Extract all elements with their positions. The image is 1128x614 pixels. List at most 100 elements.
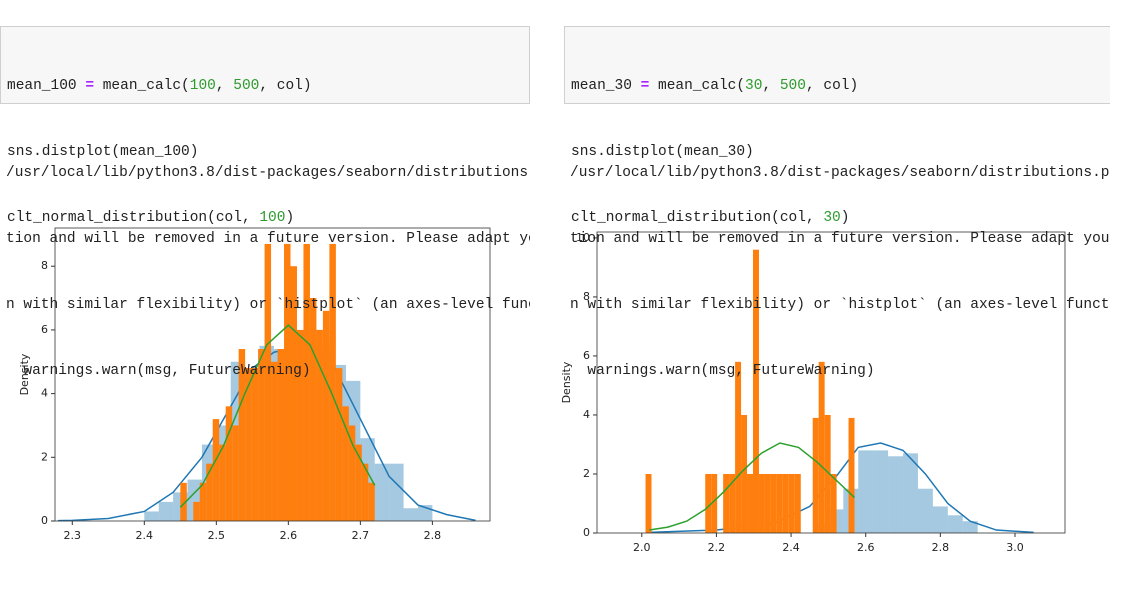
y-tick-label: 0: [41, 514, 48, 527]
histogram-bar: [199, 482, 207, 521]
y-tick-label: 8: [41, 259, 48, 272]
histogram-bar: [741, 414, 748, 533]
code-token: =: [85, 78, 95, 94]
histogram-bar: [705, 473, 712, 533]
histogram-bar: [284, 243, 291, 521]
histogram-bar: [158, 501, 174, 521]
histogram-bar: [788, 473, 795, 533]
y-tick-label: 10: [576, 231, 590, 244]
histogram-bar: [180, 482, 187, 521]
output-line: /usr/local/lib/python3.8/dist-packages/s…: [6, 165, 530, 181]
x-tick-label: 2.4: [136, 529, 154, 542]
histogram-bar: [258, 349, 265, 521]
histogram-bar: [296, 329, 304, 521]
output-line: n with similar flexibility) or `histplot…: [570, 297, 1110, 313]
histogram-bar: [758, 473, 765, 533]
y-tick-label: 6: [583, 349, 590, 362]
histogram-bar: [729, 473, 736, 533]
histogram-bar: [277, 349, 285, 521]
histogram-bar: [723, 473, 730, 533]
code-line: sns.distplot(mean_30): [571, 144, 754, 160]
histogram-bar: [329, 243, 336, 521]
histogram-bar: [711, 473, 718, 533]
x-tick-label: 2.4: [782, 541, 800, 554]
code-token: 30: [823, 210, 841, 226]
x-tick-label: 2.7: [352, 529, 370, 542]
y-tick-label: 0: [583, 526, 590, 539]
histogram-bar: [812, 417, 819, 533]
histogram-bar: [818, 361, 825, 533]
output-line: tion and will be removed in a future ver…: [570, 231, 1110, 247]
histogram-bar: [830, 473, 837, 533]
histogram-bar: [251, 368, 259, 521]
histogram-bar: [403, 508, 418, 521]
histogram-bar: [303, 243, 310, 521]
stderr-output: /usr/local/lib/python3.8/dist-packages/s…: [564, 118, 1110, 426]
x-tick-label: 2.8: [932, 541, 950, 554]
code-token: 500: [233, 78, 260, 94]
histogram-bar: [219, 444, 226, 521]
code-token: 30: [745, 78, 763, 94]
axes-frame: [596, 231, 1066, 534]
code-token: =: [640, 78, 650, 94]
histogram-bar: [962, 521, 978, 533]
code-input[interactable]: mean_30 = mean_calc(30, 500, col) sns.di…: [564, 26, 1110, 226]
histogram-bar: [794, 473, 801, 533]
histogram-bar: [355, 444, 362, 521]
code-token: 100: [189, 78, 216, 94]
axes-frame: [54, 227, 491, 522]
histogram-bar: [144, 511, 159, 521]
output-line: warnings.warn(msg, FutureWarning): [570, 363, 875, 379]
histogram-bar: [753, 249, 759, 534]
histogram-bar: [947, 515, 963, 533]
x-tick-label: 2.3: [64, 529, 82, 542]
code-line: sns.distplot(mean_100): [7, 144, 199, 160]
x-tick-label: 2.0: [633, 541, 651, 554]
x-tick-label: 2.5: [208, 529, 226, 542]
histogram-bar: [206, 463, 213, 521]
x-tick-label: 3.0: [1006, 541, 1024, 554]
code-input[interactable]: mean_100 = mean_calc(100, 500, col) sns.…: [0, 26, 530, 226]
histogram-bar: [322, 310, 330, 521]
histogram-bar: [873, 450, 889, 533]
code-line: clt_normal_distribution(col, 100): [7, 210, 295, 226]
histogram-bar: [917, 488, 933, 533]
histogram-bar: [309, 298, 317, 521]
histogram-bar: [848, 417, 855, 533]
histogram-bar: [290, 266, 297, 521]
histogram-bar: [245, 368, 252, 521]
histogram-bar: [747, 473, 753, 533]
y-tick-label: 4: [41, 387, 48, 400]
x-tick-label: 2.8: [424, 529, 442, 542]
histogram-bar: [888, 456, 904, 533]
code-token: 500: [779, 78, 806, 94]
histogram-bar: [764, 473, 771, 533]
histogram-bar: [232, 425, 239, 521]
x-tick-label: 2.6: [280, 529, 298, 542]
y-axis-label: Density: [560, 361, 573, 403]
output-line: tion and will be removed in a future ver…: [6, 231, 530, 247]
histogram-bar: [389, 463, 404, 521]
notebook-cell: mean_30 = mean_calc(30, 500, col) sns.di…: [564, 26, 1110, 426]
output-line: warnings.warn(msg, FutureWarning): [6, 363, 311, 379]
y-axis-label: Density: [18, 353, 31, 395]
y-tick-label: 4: [583, 408, 590, 421]
output-line: n with similar flexibility) or `histplot…: [6, 297, 530, 313]
histogram-bar: [770, 473, 777, 533]
x-tick-label: 2.6: [857, 541, 875, 554]
code-line: mean_100 = mean_calc(100, 500, col): [7, 78, 312, 94]
histogram-bar: [776, 473, 783, 533]
histogram-bar: [858, 450, 874, 533]
histogram-bar: [238, 349, 246, 521]
density-curve: [179, 324, 376, 508]
histogram-bar: [645, 473, 652, 533]
stderr-output: /usr/local/lib/python3.8/dist-packages/s…: [0, 118, 530, 426]
code-line: clt_normal_distribution(col, 30): [571, 210, 850, 226]
histogram-bar: [368, 482, 375, 521]
histogram-bar: [212, 419, 220, 521]
histogram-bar: [225, 406, 233, 521]
y-tick-label: 8: [583, 290, 590, 303]
y-tick-label: 2: [41, 450, 48, 463]
